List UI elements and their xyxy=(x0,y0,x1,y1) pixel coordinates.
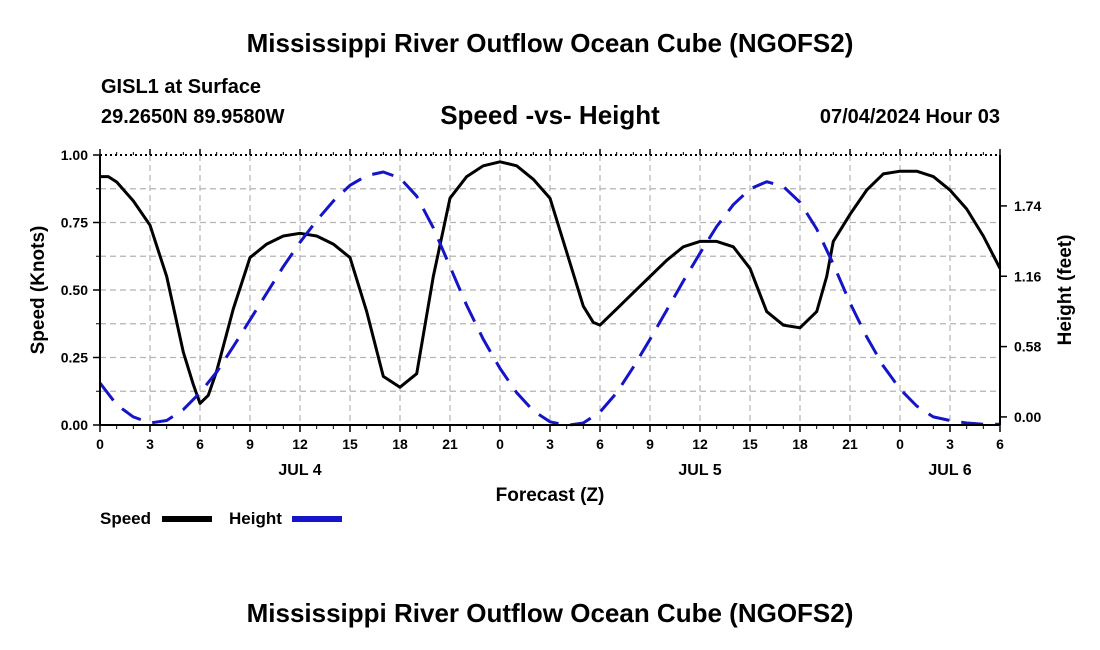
y2-axis-label: Height (feet) xyxy=(1055,235,1076,346)
y-tick-label: 0.50 xyxy=(61,282,88,298)
x-axis-label: Forecast (Z) xyxy=(496,485,605,506)
x-tick-label: 3 xyxy=(146,436,154,452)
date-label: JUL 6 xyxy=(928,462,971,479)
x-tick-label: 9 xyxy=(646,436,654,452)
x-tick-label: 0 xyxy=(496,436,504,452)
y2-tick-label: 0.58 xyxy=(1014,339,1041,355)
x-tick-label: 21 xyxy=(842,436,858,452)
date-label: JUL 5 xyxy=(678,462,721,479)
y-tick-label: 0.00 xyxy=(61,417,88,433)
y-axis-label: Speed (Knots) xyxy=(28,226,49,355)
x-tick-label: 6 xyxy=(196,436,204,452)
x-tick-label: 12 xyxy=(292,436,308,452)
x-tick-label: 0 xyxy=(96,436,104,452)
x-tick-label: 21 xyxy=(442,436,458,452)
main-title: Mississippi River Outflow Ocean Cube (NG… xyxy=(246,28,854,58)
x-tick-label: 3 xyxy=(546,436,554,452)
x-tick-label: 15 xyxy=(342,436,358,452)
legend-height-swatch xyxy=(292,516,342,522)
x-tick-label: 9 xyxy=(246,436,254,452)
y2-tick-label: 1.74 xyxy=(1014,198,1041,214)
station-coordinates: 29.2650N 89.9580W xyxy=(101,106,285,128)
chart-title: Speed -vs- Height xyxy=(440,100,660,130)
x-tick-label: 15 xyxy=(742,436,758,452)
x-tick-label: 18 xyxy=(392,436,408,452)
x-tick-label: 6 xyxy=(596,436,604,452)
series-line-height xyxy=(98,170,1000,427)
station-label: GISL1 at Surface xyxy=(101,76,262,98)
y2-tick-label: 0.00 xyxy=(1014,409,1041,425)
date-label: JUL 4 xyxy=(278,462,321,479)
forecast-datetime: 07/04/2024 Hour 03 xyxy=(819,106,1000,128)
y-tick-label: 0.25 xyxy=(61,350,88,366)
x-tick-label: 0 xyxy=(896,436,904,452)
legend-height-label: Height xyxy=(229,509,282,528)
x-tick-label: 12 xyxy=(692,436,708,452)
x-tick-label: 6 xyxy=(996,436,1004,452)
y-tick-label: 0.75 xyxy=(61,215,88,231)
legend-speed-label: Speed xyxy=(100,509,152,528)
y2-tick-label: 1.16 xyxy=(1014,268,1041,284)
footer-title: Mississippi River Outflow Ocean Cube (NG… xyxy=(246,598,854,628)
x-tick-label: 3 xyxy=(946,436,954,452)
y-tick-label: 1.00 xyxy=(61,147,88,163)
x-tick-label: 18 xyxy=(792,436,808,452)
legend-speed-swatch xyxy=(162,516,212,522)
